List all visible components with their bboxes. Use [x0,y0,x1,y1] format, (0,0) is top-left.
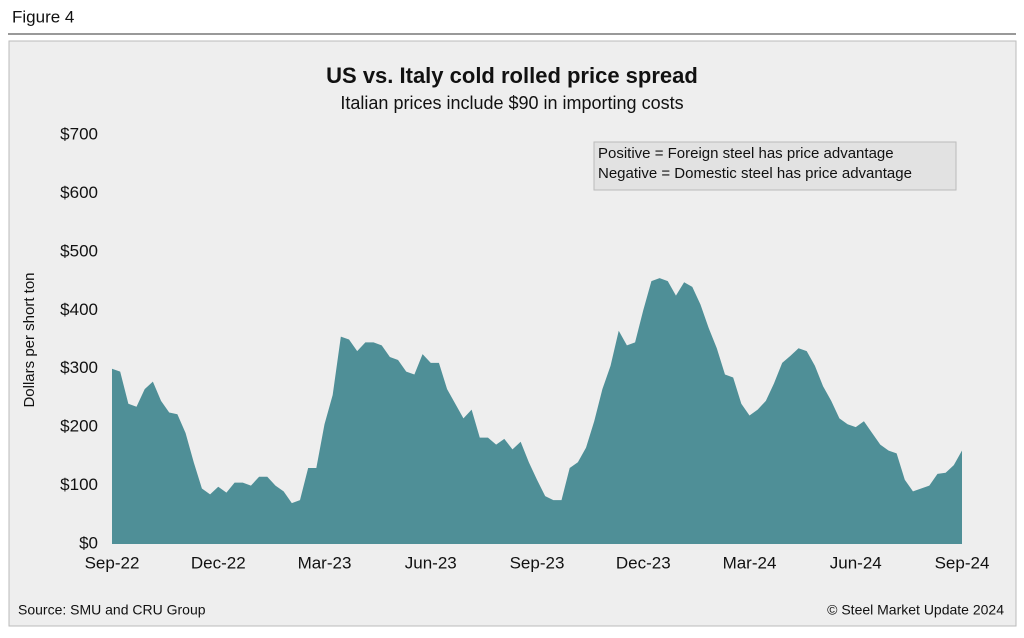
y-tick-label: $400 [60,300,98,319]
x-tick-label: Jun-24 [830,553,882,572]
y-tick-label: $300 [60,358,98,377]
y-tick-label: $500 [60,241,98,260]
copyright: © Steel Market Update 2024 [827,602,1004,618]
source: Source: SMU and CRU Group [18,602,206,618]
y-axis-label: Dollars per short ton [21,272,38,407]
y-tick-label: $100 [60,475,98,494]
annotation: Negative = Domestic steel has price adva… [598,165,912,182]
x-tick-label: Mar-24 [723,553,777,572]
figure-label: Figure 4 [12,7,74,26]
chart-subtitle: Italian prices include $90 in importing … [340,93,683,113]
y-tick-label: $700 [60,124,98,143]
x-tick-label: Dec-23 [616,553,671,572]
y-tick-label: $0 [79,533,98,552]
legend-box [593,141,957,191]
x-tick-label: Mar-23 [298,553,352,572]
area [112,278,962,544]
annotation: Positive = Foreign steel has price advan… [598,145,894,162]
y-tick-label: $200 [60,417,98,436]
x-tick-label: Sep-24 [935,553,990,572]
x-tick-label: Sep-22 [85,553,140,572]
x-tick-label: Dec-22 [191,553,246,572]
x-tick-label: Sep-23 [510,553,565,572]
y-tick-label: $600 [60,183,98,202]
chart-title: US vs. Italy cold rolled price spread [326,63,698,88]
x-tick-label: Jun-23 [405,553,457,572]
